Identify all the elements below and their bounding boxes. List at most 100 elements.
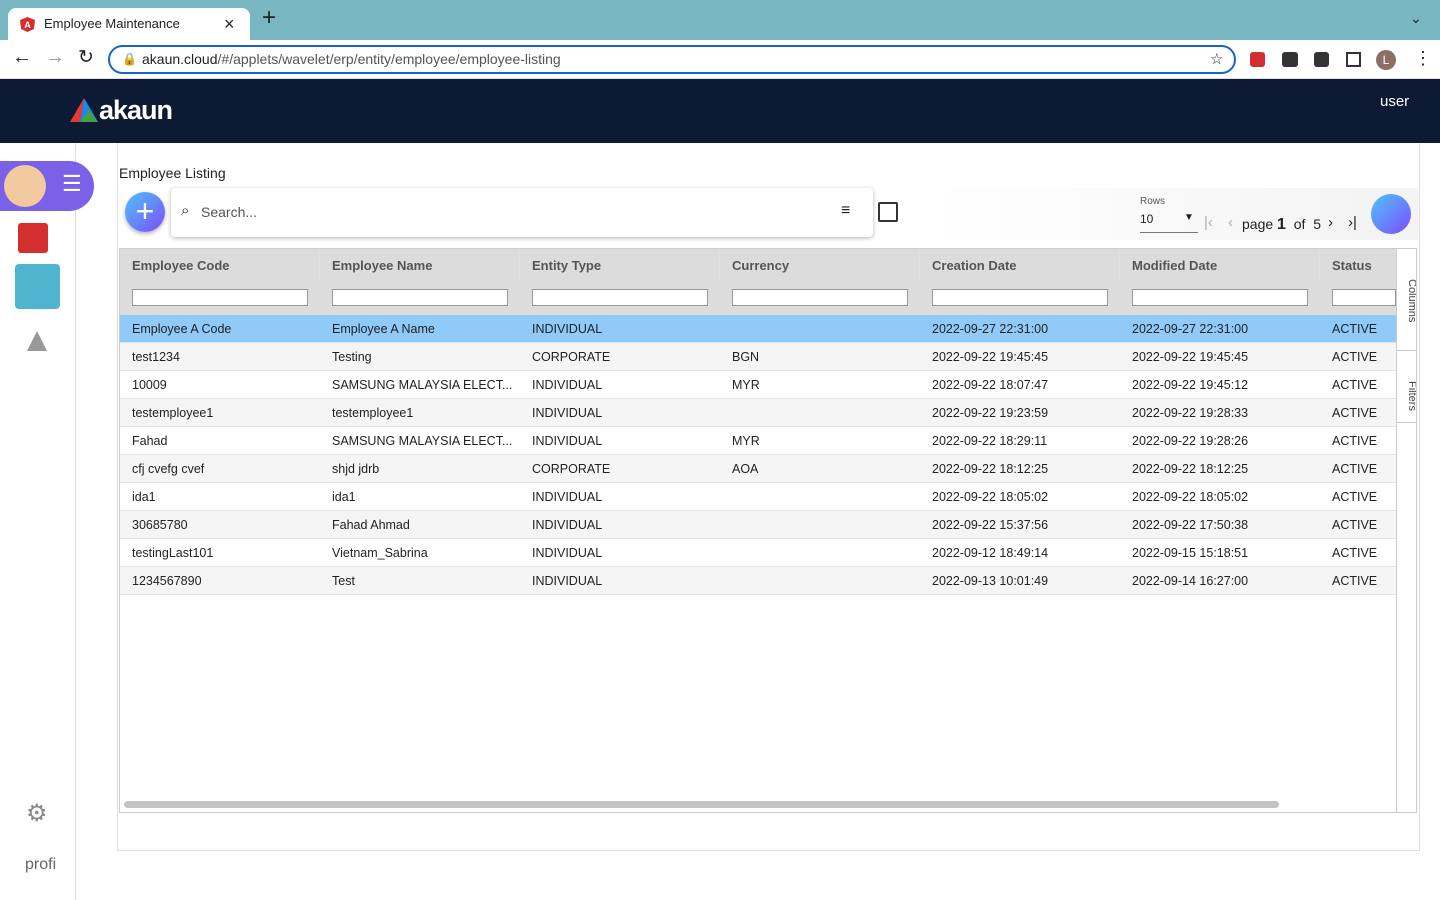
column-header[interactable]: Modified Date — [1120, 249, 1320, 283]
extension[interactable] — [1282, 52, 1298, 67]
column-header[interactable]: Employee Name — [320, 249, 520, 283]
table-cell: 2022-09-22 19:45:12 — [1132, 378, 1249, 392]
profile-alt[interactable]: profi — [25, 856, 57, 873]
browser-tab-bar: A Employee Maintenance × + ⌄ — [0, 0, 1440, 40]
table-row[interactable] — [120, 539, 1396, 567]
table-cell: INDIVIDUAL — [532, 490, 603, 504]
column-filter[interactable] — [732, 289, 908, 306]
extension[interactable] — [1250, 52, 1265, 67]
back[interactable]: ← — [12, 46, 32, 68]
column-filter[interactable] — [332, 289, 508, 306]
table-row[interactable] — [120, 483, 1396, 511]
sidepanel[interactable] — [1346, 52, 1361, 67]
first-page[interactable]: |‹ — [1204, 214, 1213, 231]
search-box[interactable]: ⌕ Search... ≡ — [171, 188, 873, 237]
column-header[interactable]: Entity Type — [520, 249, 720, 283]
view-toggle[interactable] — [1371, 194, 1411, 234]
table-cell: 2022-09-22 19:28:33 — [1132, 406, 1249, 420]
reload[interactable]: ↻ — [78, 47, 94, 68]
nav-icon[interactable] — [27, 331, 47, 351]
side-tab[interactable]: Columns — [1396, 249, 1416, 351]
search-icon: ⌕ — [181, 202, 190, 219]
table-cell: 2022-09-22 18:12:25 — [1132, 462, 1249, 476]
table-cell: ACTIVE — [1332, 434, 1378, 448]
table-cell: Fahad Ahmad — [332, 518, 410, 532]
rows-label: Rows — [1140, 196, 1166, 207]
applet-switcher[interactable]: ☰ — [0, 161, 94, 211]
table-row[interactable] — [120, 455, 1396, 483]
table-cell: Testing — [332, 350, 372, 364]
nav-icon[interactable] — [18, 223, 48, 253]
column-header[interactable]: Creation Date — [920, 249, 1120, 283]
table-cell: MYR — [732, 434, 760, 448]
sidebar: ☰ ⚙ profi — [0, 143, 94, 900]
side-panel-border — [1396, 249, 1397, 812]
forward[interactable]: → — [45, 46, 65, 68]
nav-icon-active[interactable] — [15, 264, 60, 309]
new-tab[interactable]: + — [262, 4, 277, 31]
profile[interactable]: L — [1376, 50, 1396, 70]
table-cell: ACTIVE — [1332, 462, 1378, 476]
tab-menu[interactable]: ⌄ — [1410, 10, 1422, 26]
table-cell: SAMSUNG MALAYSIA ELECT... — [332, 378, 513, 392]
h-scrollbar[interactable] — [124, 801, 1279, 808]
table-cell: 2022-09-22 19:23:59 — [932, 406, 1049, 420]
column-header[interactable]: Employee Code — [120, 249, 320, 283]
menu[interactable]: ⋮ — [1414, 48, 1432, 68]
last-page[interactable]: ›| — [1348, 214, 1357, 231]
column-header[interactable]: Status — [1320, 249, 1396, 283]
table-row[interactable] — [120, 567, 1396, 595]
menu-toggle[interactable]: ☰ — [62, 171, 82, 196]
filter-icon[interactable]: ≡ — [841, 202, 851, 219]
page-title: Employee Listing — [119, 165, 226, 181]
page-label: page — [1242, 216, 1274, 232]
data-grid: Employee Code Employee Name Entity Type Cur… — [119, 248, 1417, 813]
table-row[interactable] — [120, 399, 1396, 427]
table-cell: testemployee1 — [332, 406, 414, 420]
table-cell: Employee A Code — [132, 322, 232, 336]
table-cell: INDIVIDUAL — [532, 574, 603, 588]
url-field[interactable]: 🔒 akaun.cloud/#/applets/wavelet/erp/enti… — [108, 45, 1236, 74]
table-cell: 2022-09-14 16:27:00 — [1132, 574, 1249, 588]
settings[interactable]: ⚙ — [26, 800, 48, 827]
side-tab[interactable]: Filters — [1396, 351, 1416, 423]
logo-mark — [70, 98, 98, 122]
tab-close[interactable]: × — [224, 14, 235, 34]
table-cell: 30685780 — [132, 518, 188, 532]
app-header: akaun user — [0, 79, 1440, 143]
table-cell: ida1 — [132, 490, 156, 504]
table-cell: 2022-09-27 22:31:00 — [1132, 322, 1249, 336]
rows-select[interactable]: 10 ▼ — [1140, 212, 1198, 233]
table-row[interactable] — [120, 511, 1396, 539]
column-filter[interactable] — [1132, 289, 1308, 306]
column-header[interactable]: Currency — [720, 249, 920, 283]
search-placeholder: Search... — [201, 204, 258, 220]
url-domain: akaun.cloud — [142, 51, 218, 67]
extension[interactable] — [1314, 52, 1329, 67]
column-filter[interactable] — [1332, 289, 1396, 306]
table-cell: 10009 — [132, 378, 167, 392]
table-row[interactable] — [120, 315, 1396, 343]
table-cell: ACTIVE — [1332, 406, 1378, 420]
user-avatar-alt[interactable]: user — [1380, 93, 1410, 110]
of-label: of — [1293, 216, 1306, 232]
column-filter[interactable] — [932, 289, 1108, 306]
page-number: 1 — [1277, 216, 1286, 233]
table-cell: INDIVIDUAL — [532, 434, 603, 448]
copy-icon[interactable] — [878, 202, 898, 222]
add-button[interactable]: + — [125, 192, 165, 232]
table-cell: Employee A Name — [332, 322, 435, 336]
table-row[interactable] — [120, 371, 1396, 399]
next-page[interactable]: › — [1328, 214, 1333, 231]
table-cell: 2022-09-15 15:18:51 — [1132, 546, 1249, 560]
table-cell: 2022-09-22 19:45:45 — [1132, 350, 1249, 364]
column-filter[interactable] — [532, 289, 708, 306]
column-filter[interactable] — [132, 289, 308, 306]
browser-tab[interactable]: A Employee Maintenance × — [8, 8, 250, 40]
bookmark[interactable]: ☆ — [1210, 51, 1224, 68]
table-row[interactable] — [120, 427, 1396, 455]
pager: page 1 of 5 — [1242, 216, 1321, 234]
prev-page[interactable]: ‹ — [1228, 214, 1233, 231]
table-row[interactable] — [120, 343, 1396, 371]
